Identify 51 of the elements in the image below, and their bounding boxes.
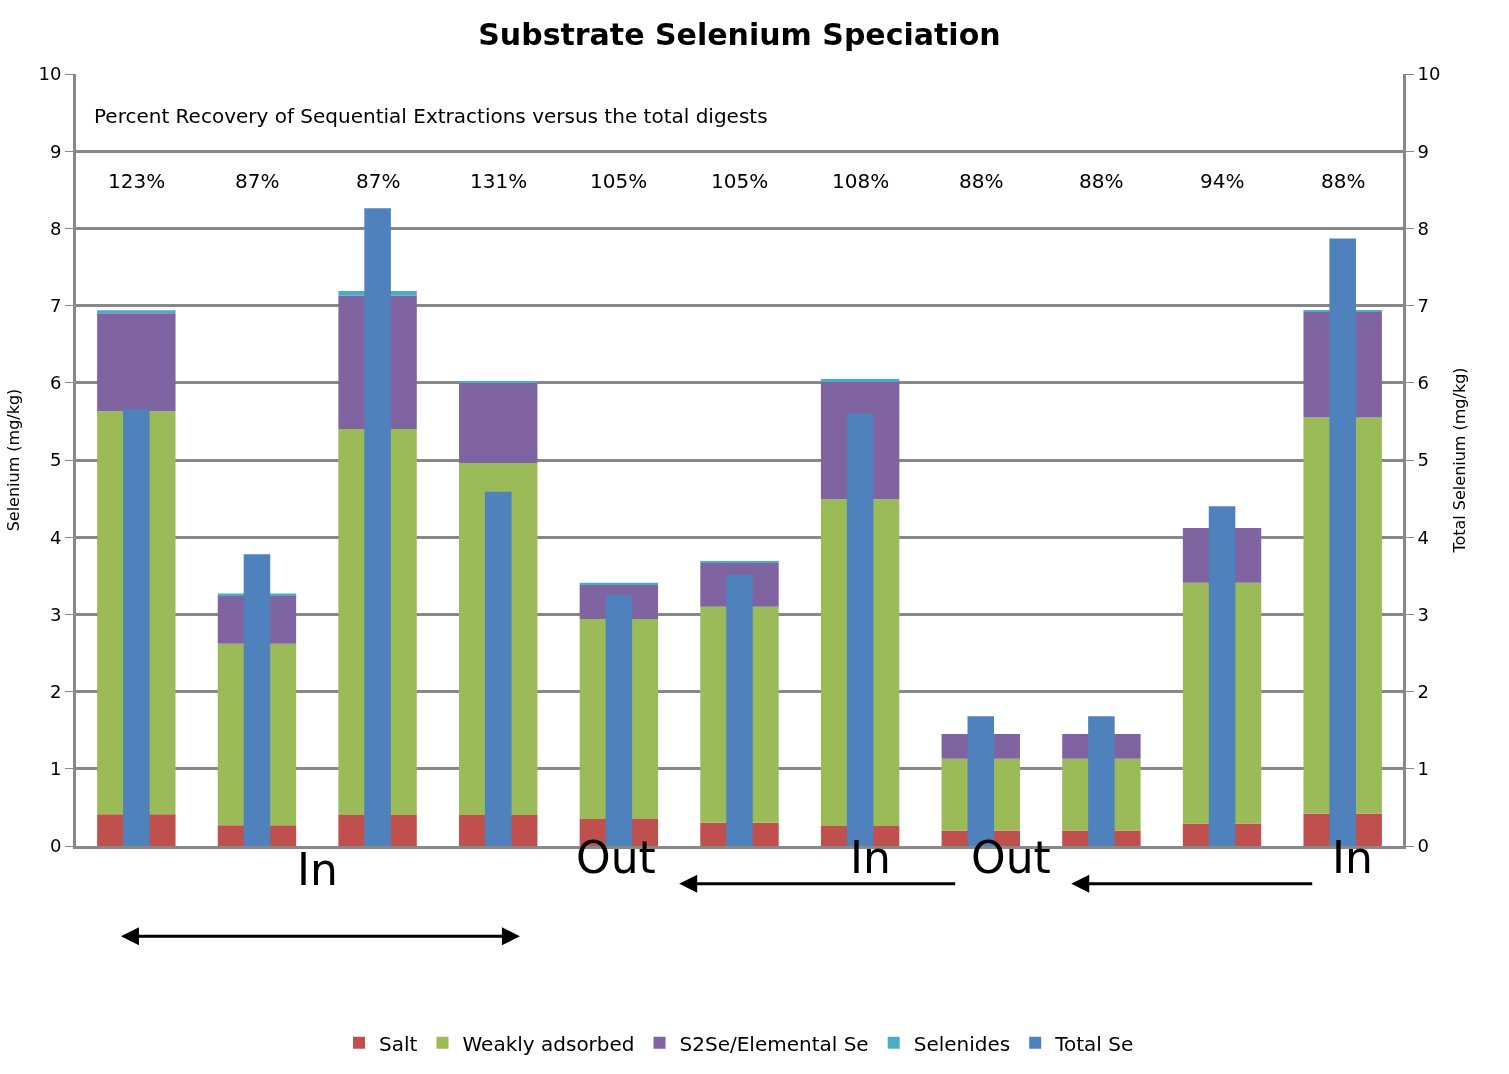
y2-tick-label: 7 (1417, 294, 1430, 316)
y2-tick-label: 5 (1417, 449, 1430, 471)
y-tick-label: 2 (49, 680, 62, 702)
y2-tick-label: 2 (1417, 680, 1430, 702)
annotation: 131% (470, 169, 528, 193)
y-tick-label: 1 (49, 758, 62, 780)
y-tick-label: 10 (38, 63, 62, 85)
bar (820, 378, 900, 383)
bar (459, 382, 538, 464)
y-tick-label: 6 (49, 372, 62, 394)
legend-label: S2Se/Elemental Se (679, 1031, 869, 1056)
annotation: 87% (356, 169, 401, 193)
annotation: 88% (959, 169, 1004, 193)
y2-tick-label: 9 (1417, 140, 1430, 162)
annotation: In (850, 832, 891, 883)
annotation: 88% (1079, 169, 1124, 193)
y2-axis-title: Total Selenium (mg/kg) (1450, 367, 1470, 554)
legend-label: Weakly adsorbed (462, 1031, 635, 1056)
annotation: 88% (1321, 169, 1366, 193)
y-tick-label: 8 (49, 217, 62, 239)
y2-tick-label: 6 (1417, 372, 1430, 394)
annotation: In (1332, 832, 1373, 883)
y-tick-label: 3 (49, 603, 62, 625)
bar (97, 313, 176, 412)
legend-label: Total Se (1054, 1031, 1134, 1056)
annotation: 94% (1200, 169, 1245, 193)
y2-tick-label: 8 (1417, 217, 1430, 239)
y2-tick-label: 3 (1417, 603, 1430, 625)
legend-label: Selenides (913, 1031, 1011, 1056)
y-tick-label: 9 (49, 140, 62, 162)
y-axis-title: Selenium (mg/kg) (4, 388, 24, 532)
annotation: Percent Recovery of Sequential Extractions versus the total digests (94, 104, 768, 128)
annotation: 108% (832, 169, 890, 193)
y2-tick-label: 1 (1417, 758, 1430, 780)
bar (97, 310, 176, 314)
annotation: 105% (590, 169, 648, 193)
annotation: Out (971, 832, 1051, 883)
y-tick-label: 0 (49, 835, 62, 857)
y2-tick-label: 4 (1417, 526, 1430, 548)
chart-title: Substrate Selenium Speciation (478, 16, 1001, 52)
annotation: Out (576, 832, 656, 883)
annotation: 123% (108, 169, 166, 193)
annotation: In (297, 844, 338, 895)
y-tick-label: 5 (49, 449, 62, 471)
annotation: 105% (711, 169, 769, 193)
y-tick-label: 7 (49, 294, 62, 316)
legend-label: Salt (379, 1031, 418, 1056)
annotation: 87% (235, 169, 280, 193)
y-tick-label: 4 (49, 526, 62, 548)
y2-tick-label: 10 (1417, 63, 1441, 85)
y2-tick-label: 0 (1417, 835, 1430, 857)
